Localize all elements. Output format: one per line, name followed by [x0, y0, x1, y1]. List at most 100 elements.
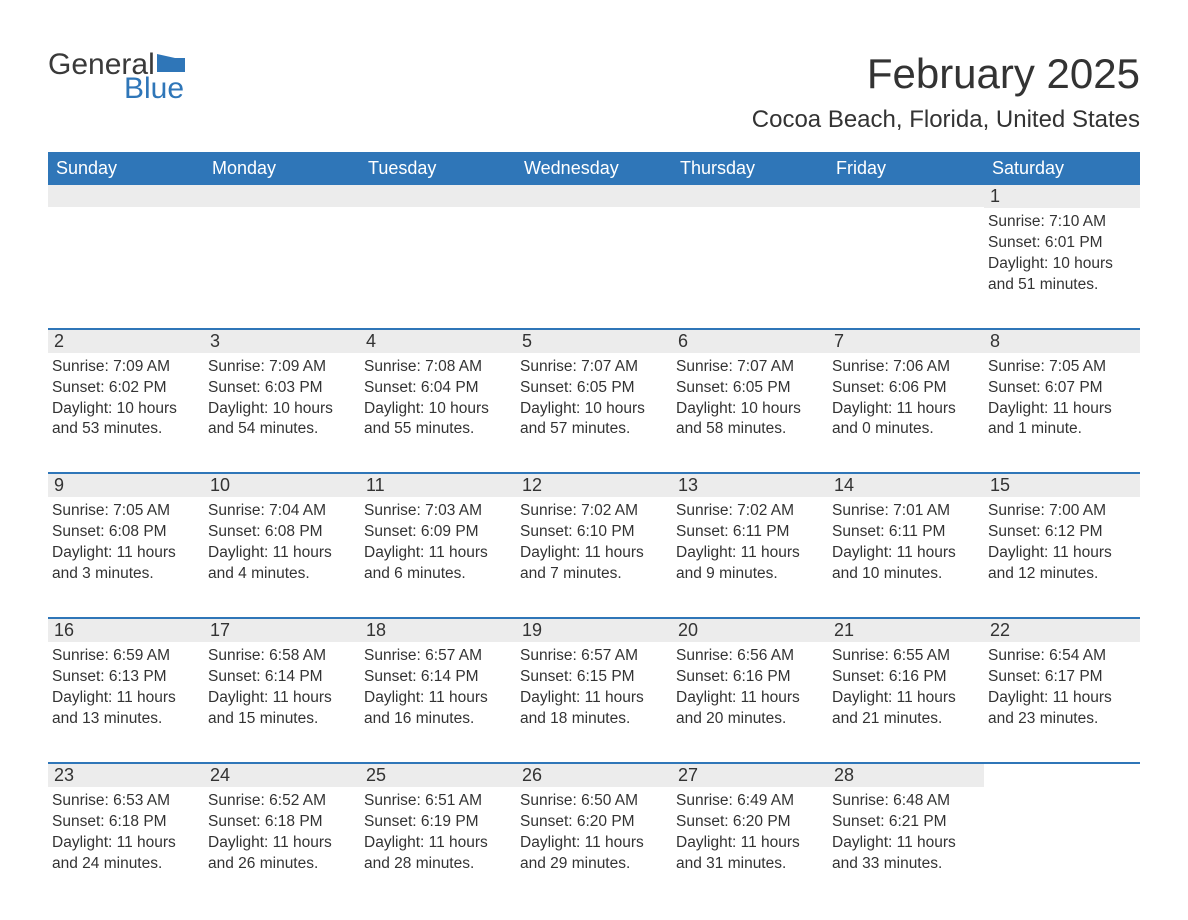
day-number: 14 [828, 474, 984, 497]
day-info: Sunrise: 7:02 AMSunset: 6:10 PMDaylight:… [520, 501, 666, 585]
day-number: 4 [360, 330, 516, 353]
day-number: 9 [48, 474, 204, 497]
day-info: Sunrise: 6:49 AMSunset: 6:20 PMDaylight:… [676, 791, 822, 875]
sunset-text: Sunset: 6:13 PM [52, 667, 198, 688]
weekday-tuesday: Tuesday [360, 152, 516, 185]
daylight-text-1: Daylight: 11 hours [832, 833, 978, 854]
daylight-text-2: and 20 minutes. [676, 709, 822, 730]
day-number: 27 [672, 764, 828, 787]
daylight-text-1: Daylight: 11 hours [832, 543, 978, 564]
day-cell: 20 Sunrise: 6:56 AMSunset: 6:16 PMDayligh… [672, 619, 828, 736]
day-cell-empty [828, 185, 984, 302]
sunrise-text: Sunrise: 6:57 AM [364, 646, 510, 667]
day-info: Sunrise: 6:57 AMSunset: 6:14 PMDaylight:… [364, 646, 510, 730]
day-number [204, 185, 360, 207]
day-cell: 23Sunrise: 6:53 AMSunset: 6:18 PMDayligh… [48, 764, 204, 881]
day-info: Sunrise: 6:54 AMSunset: 6:17 PMDaylight:… [988, 646, 1134, 730]
daylight-text-2: and 1 minute. [988, 419, 1134, 440]
day-number: 3 [204, 330, 360, 353]
day-info: Sunrise: 6:53 AMSunset: 6:18 PMDaylight:… [52, 791, 198, 875]
sunrise-text: Sunrise: 6:48 AM [832, 791, 978, 812]
daylight-text-2: and 29 minutes. [520, 854, 666, 875]
sunset-text: Sunset: 6:01 PM [988, 233, 1134, 254]
logo: General Blue [48, 50, 185, 104]
daylight-text-2: and 6 minutes. [364, 564, 510, 585]
daylight-text-1: Daylight: 11 hours [520, 833, 666, 854]
daylight-text-1: Daylight: 11 hours [208, 688, 354, 709]
day-cell: 12Sunrise: 7:02 AMSunset: 6:10 PMDayligh… [516, 474, 672, 591]
sunrise-text: Sunrise: 7:10 AM [988, 212, 1134, 233]
week-row: 2Sunrise: 7:09 AMSunset: 6:02 PMDaylight… [48, 328, 1140, 447]
day-cell-empty [360, 185, 516, 302]
title-block: February 2025 Cocoa Beach, Florida, Unit… [752, 50, 1140, 146]
daylight-text-2: and 12 minutes. [988, 564, 1134, 585]
daylight-text-1: Daylight: 11 hours [676, 833, 822, 854]
daylight-text-2: and 4 minutes. [208, 564, 354, 585]
sunset-text: Sunset: 6:14 PM [208, 667, 354, 688]
sunset-text: Sunset: 6:11 PM [676, 522, 822, 543]
daylight-text-2: and 21 minutes. [832, 709, 978, 730]
daylight-text-2: and 3 minutes. [52, 564, 198, 585]
daylight-text-1: Daylight: 11 hours [364, 833, 510, 854]
week-row: 9 Sunrise: 7:05 AMSunset: 6:08 PMDaylight… [48, 472, 1140, 591]
daylight-text-1: Daylight: 11 hours [676, 543, 822, 564]
day-number: 20 [672, 619, 828, 642]
day-cell: 18Sunrise: 6:57 AMSunset: 6:14 PMDayligh… [360, 619, 516, 736]
day-number: 5 [516, 330, 672, 353]
day-number [360, 185, 516, 207]
day-cell: 15Sunrise: 7:00 AMSunset: 6:12 PMDayligh… [984, 474, 1140, 591]
daylight-text-1: Daylight: 11 hours [520, 543, 666, 564]
day-info: Sunrise: 7:09 AMSunset: 6:03 PMDaylight:… [208, 357, 354, 441]
sunrise-text: Sunrise: 7:05 AM [988, 357, 1134, 378]
day-cell: 16Sunrise: 6:59 AMSunset: 6:13 PMDayligh… [48, 619, 204, 736]
daylight-text-1: Daylight: 10 hours [520, 399, 666, 420]
sunrise-text: Sunrise: 7:03 AM [364, 501, 510, 522]
day-cell: 19Sunrise: 6:57 AMSunset: 6:15 PMDayligh… [516, 619, 672, 736]
daylight-text-2: and 18 minutes. [520, 709, 666, 730]
sunset-text: Sunset: 6:18 PM [208, 812, 354, 833]
day-number: 13 [672, 474, 828, 497]
daylight-text-1: Daylight: 11 hours [364, 543, 510, 564]
day-cell: 17Sunrise: 6:58 AMSunset: 6:14 PMDayligh… [204, 619, 360, 736]
daylight-text-1: Daylight: 11 hours [52, 833, 198, 854]
month-title: February 2025 [752, 50, 1140, 98]
day-number [516, 185, 672, 207]
day-cell: 26Sunrise: 6:50 AMSunset: 6:20 PMDayligh… [516, 764, 672, 881]
sunset-text: Sunset: 6:20 PM [676, 812, 822, 833]
day-cell: 14Sunrise: 7:01 AMSunset: 6:11 PMDayligh… [828, 474, 984, 591]
day-info: Sunrise: 6:59 AMSunset: 6:13 PMDaylight:… [52, 646, 198, 730]
sunset-text: Sunset: 6:16 PM [676, 667, 822, 688]
day-cell-empty [672, 185, 828, 302]
day-cell: 2Sunrise: 7:09 AMSunset: 6:02 PMDaylight… [48, 330, 204, 447]
sunrise-text: Sunrise: 6:55 AM [832, 646, 978, 667]
sunrise-text: Sunrise: 6:59 AM [52, 646, 198, 667]
daylight-text-1: Daylight: 10 hours [52, 399, 198, 420]
daylight-text-1: Daylight: 10 hours [364, 399, 510, 420]
daylight-text-2: and 13 minutes. [52, 709, 198, 730]
day-cell: 7Sunrise: 7:06 AMSunset: 6:06 PMDaylight… [828, 330, 984, 447]
sunrise-text: Sunrise: 7:06 AM [832, 357, 978, 378]
daylight-text-2: and 55 minutes. [364, 419, 510, 440]
sunrise-text: Sunrise: 7:05 AM [52, 501, 198, 522]
sunrise-text: Sunrise: 7:09 AM [208, 357, 354, 378]
day-cell: 9 Sunrise: 7:05 AMSunset: 6:08 PMDaylight… [48, 474, 204, 591]
day-info: Sunrise: 6:51 AMSunset: 6:19 PMDaylight:… [364, 791, 510, 875]
day-info: Sunrise: 7:08 AMSunset: 6:04 PMDaylight:… [364, 357, 510, 441]
sunset-text: Sunset: 6:16 PM [832, 667, 978, 688]
daylight-text-1: Daylight: 11 hours [988, 688, 1134, 709]
daylight-text-1: Daylight: 11 hours [520, 688, 666, 709]
day-info: Sunrise: 6:56 AMSunset: 6:16 PMDaylight:… [676, 646, 822, 730]
sunrise-text: Sunrise: 7:02 AM [676, 501, 822, 522]
day-info: Sunrise: 6:48 AMSunset: 6:21 PMDaylight:… [832, 791, 978, 875]
sunrise-text: Sunrise: 7:07 AM [520, 357, 666, 378]
sunrise-text: Sunrise: 7:01 AM [832, 501, 978, 522]
sunset-text: Sunset: 6:05 PM [520, 378, 666, 399]
day-info: Sunrise: 7:05 AMSunset: 6:08 PMDaylight:… [52, 501, 198, 585]
day-number: 6 [672, 330, 828, 353]
day-cell: 8Sunrise: 7:05 AMSunset: 6:07 PMDaylight… [984, 330, 1140, 447]
day-info: Sunrise: 7:07 AMSunset: 6:05 PMDaylight:… [520, 357, 666, 441]
weekday-saturday: Saturday [984, 152, 1140, 185]
daylight-text-1: Daylight: 11 hours [364, 688, 510, 709]
day-info: Sunrise: 6:52 AMSunset: 6:18 PMDaylight:… [208, 791, 354, 875]
day-cell: 28Sunrise: 6:48 AMSunset: 6:21 PMDayligh… [828, 764, 984, 881]
